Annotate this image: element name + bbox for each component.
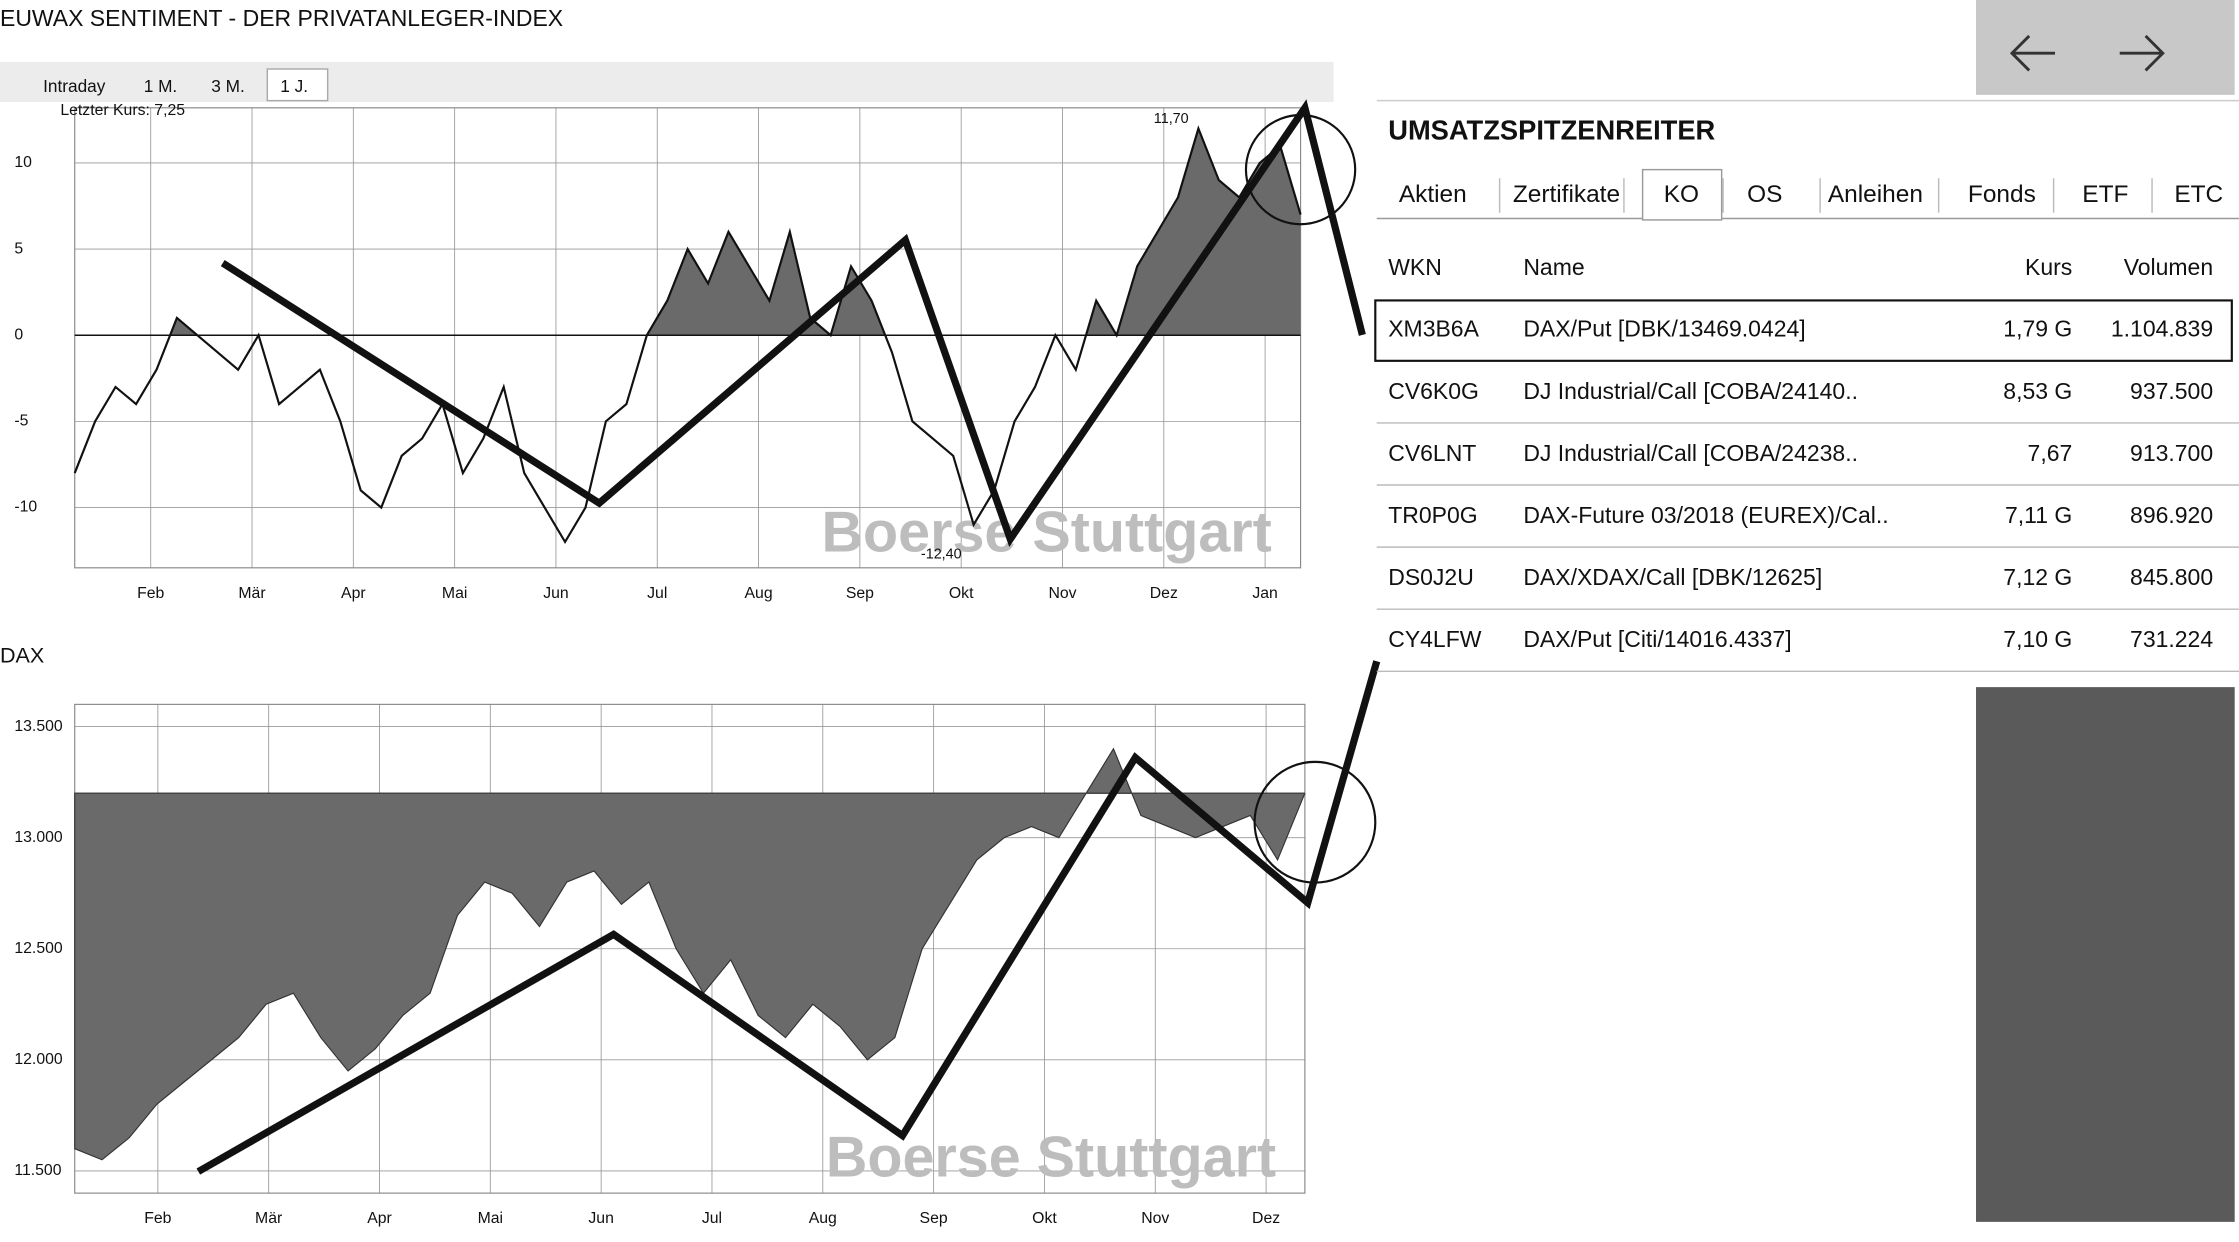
sentiment-line bbox=[73, 125, 1302, 545]
range-tab[interactable]: 1 M. bbox=[144, 76, 178, 96]
annotation-circle bbox=[1244, 113, 1357, 226]
active-tab bbox=[1641, 168, 1723, 221]
x-tick-label: Okt bbox=[949, 585, 974, 602]
positive-area bbox=[74, 128, 1301, 336]
column-header: WKN bbox=[1388, 254, 1442, 280]
panel-tab[interactable]: Aktien bbox=[1399, 181, 1467, 208]
x-tick-label: Aug bbox=[809, 1210, 837, 1227]
x-tick-label: Jul bbox=[702, 1210, 722, 1227]
panel-tab[interactable]: Anleihen bbox=[1828, 181, 1923, 208]
y-tick-label: 5 bbox=[14, 240, 23, 257]
panel-tab[interactable]: OS bbox=[1747, 181, 1782, 208]
x-tick-label: Mai bbox=[442, 585, 467, 602]
x-tick-label: Dez bbox=[1252, 1210, 1280, 1227]
tab-bar bbox=[0, 61, 1334, 103]
table-cell[interactable]: DJ Industrial/Call [COBA/24140.. bbox=[1523, 378, 1858, 404]
table-cell: 7,10 G bbox=[2003, 626, 2072, 652]
panel-tab[interactable]: Fonds bbox=[1968, 181, 2036, 208]
nav-box bbox=[1976, 0, 2235, 95]
y-tick-label: 10 bbox=[14, 154, 32, 171]
x-tick-label: Nov bbox=[1048, 585, 1076, 602]
watermark: Boerse Stuttgart bbox=[826, 1126, 1276, 1190]
range-tab[interactable]: 1 J. bbox=[280, 76, 308, 96]
x-tick-label: Jun bbox=[588, 1210, 613, 1227]
max-label: 11,70 bbox=[1154, 111, 1189, 127]
panel-tab[interactable]: ETC bbox=[2174, 181, 2223, 208]
table-cell: CV6K0G bbox=[1388, 378, 1479, 404]
table-cell: 913.700 bbox=[2130, 440, 2213, 466]
x-tick-label: Apr bbox=[367, 1210, 392, 1227]
annotation-stroke bbox=[196, 660, 1381, 1175]
x-tick-label: Aug bbox=[745, 585, 773, 602]
panel-tab[interactable]: ETF bbox=[2082, 181, 2128, 208]
table-cell: 7,12 G bbox=[2003, 564, 2072, 590]
y-tick-label: -5 bbox=[14, 413, 28, 430]
table-cell: 7,11 G bbox=[2005, 502, 2072, 528]
x-tick-label: Feb bbox=[137, 585, 164, 602]
y-tick-label: 12.000 bbox=[14, 1051, 63, 1068]
y-tick-label: 13.500 bbox=[14, 718, 63, 735]
table-cell: 8,53 G bbox=[2003, 378, 2072, 404]
y-tick-label: 12.500 bbox=[14, 940, 63, 957]
table-cell[interactable]: DAX/Put [Citi/14016.4337] bbox=[1523, 626, 1791, 652]
tab-active bbox=[266, 68, 329, 102]
x-tick-label: Mai bbox=[478, 1210, 503, 1227]
x-tick-label: Feb bbox=[144, 1210, 171, 1227]
table-cell: TR0P0G bbox=[1388, 502, 1477, 528]
y-tick-label: 11.500 bbox=[14, 1162, 61, 1179]
panel-tab[interactable]: Zertifikate bbox=[1513, 181, 1620, 208]
selected-row bbox=[1374, 299, 2233, 362]
table-cell[interactable]: DAX/Put [DBK/13469.0424] bbox=[1523, 316, 1805, 342]
panel-title: UMSATZSPITZENREITER bbox=[1388, 114, 1715, 145]
table-cell: 845.800 bbox=[2130, 564, 2213, 590]
last-price: Letzter Kurs: 7,25 bbox=[60, 102, 185, 119]
annotation-stroke bbox=[220, 99, 1366, 547]
y-tick-label: -10 bbox=[14, 499, 37, 516]
table-cell: 7,67 bbox=[2028, 440, 2073, 466]
x-tick-label: Apr bbox=[341, 585, 366, 602]
dax-area bbox=[74, 747, 1306, 1161]
table-cell: 731.224 bbox=[2130, 626, 2213, 652]
table-cell: XM3B6A bbox=[1388, 316, 1479, 342]
x-tick-label: Jul bbox=[647, 585, 667, 602]
page-title: EUWAX SENTIMENT - DER PRIVATANLEGER-INDE… bbox=[0, 5, 563, 31]
dax-title: DAX bbox=[0, 643, 44, 668]
y-tick-label: 13.000 bbox=[14, 829, 63, 846]
x-tick-label: Jun bbox=[543, 585, 568, 602]
table-cell: CV6LNT bbox=[1388, 440, 1476, 466]
min-label: -12,40 bbox=[921, 547, 962, 563]
watermark: Boerse Stuttgart bbox=[822, 500, 1272, 564]
table-cell[interactable]: DAX/XDAX/Call [DBK/12625] bbox=[1523, 564, 1822, 590]
table-cell: DS0J2U bbox=[1388, 564, 1474, 590]
table-cell: CY4LFW bbox=[1388, 626, 1482, 652]
table-cell: 896.920 bbox=[2130, 502, 2213, 528]
x-tick-label: Sep bbox=[846, 585, 874, 602]
x-tick-label: Okt bbox=[1032, 1210, 1057, 1227]
x-tick-label: Mär bbox=[238, 585, 265, 602]
range-tab[interactable]: 3 M. bbox=[211, 76, 245, 96]
x-tick-label: Nov bbox=[1141, 1210, 1169, 1227]
table-cell: 1.104.839 bbox=[2111, 316, 2213, 342]
column-header: Name bbox=[1523, 254, 1584, 280]
x-tick-label: Dez bbox=[1150, 585, 1178, 602]
table-cell: 937.500 bbox=[2130, 378, 2213, 404]
plot-frame bbox=[74, 107, 1302, 569]
nav-arrows[interactable] bbox=[2009, 34, 2165, 72]
y-tick-label: 0 bbox=[14, 326, 23, 343]
table-cell[interactable]: DJ Industrial/Call [COBA/24238.. bbox=[1523, 440, 1858, 466]
ad-box bbox=[1976, 687, 2235, 1222]
table-cell: 1,79 G bbox=[2003, 316, 2072, 342]
x-tick-label: Mär bbox=[255, 1210, 282, 1227]
annotation-circle bbox=[1253, 760, 1377, 884]
column-header: Kurs bbox=[2025, 254, 2072, 280]
panel-tab[interactable]: KO bbox=[1664, 181, 1699, 208]
x-tick-label: Sep bbox=[920, 1210, 948, 1227]
x-tick-label: Jan bbox=[1252, 585, 1277, 602]
column-header: Volumen bbox=[2124, 254, 2213, 280]
table-cell[interactable]: DAX-Future 03/2018 (EUREX)/Cal.. bbox=[1523, 502, 1888, 528]
range-tab[interactable]: Intraday bbox=[43, 76, 106, 96]
